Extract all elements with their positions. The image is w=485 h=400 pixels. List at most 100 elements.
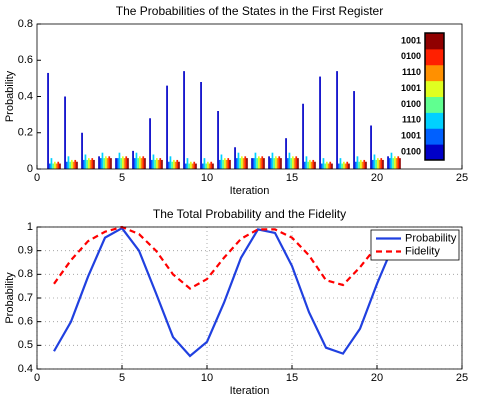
bar — [303, 161, 306, 169]
bar — [286, 158, 289, 169]
bar — [142, 156, 145, 169]
x-tick-label: 10 — [201, 172, 213, 184]
y-tick-label: 0.4 — [18, 90, 33, 102]
bar — [81, 132, 83, 169]
bar — [205, 163, 207, 169]
x-tick-label: 15 — [286, 372, 298, 384]
y-tick-label: 0.7 — [18, 292, 33, 304]
legend-box — [370, 229, 460, 261]
bar — [280, 158, 282, 169]
bar — [337, 163, 340, 169]
bar — [125, 156, 128, 169]
bar — [235, 158, 238, 169]
bar — [373, 154, 376, 169]
bar — [271, 152, 274, 169]
bar — [149, 118, 151, 169]
bar — [252, 158, 255, 169]
bar — [57, 161, 60, 169]
colorbar-segment — [425, 128, 444, 145]
bar — [76, 161, 78, 169]
bar — [399, 158, 401, 169]
bar — [101, 152, 104, 169]
bar — [139, 156, 141, 169]
bar — [273, 158, 275, 169]
bar — [132, 150, 134, 169]
colorbar-label: 0100 — [401, 146, 421, 156]
axes-frame — [36, 226, 463, 370]
bar — [275, 156, 277, 169]
bar — [356, 156, 359, 169]
bar — [343, 161, 345, 169]
colorbar-label: 1001 — [401, 35, 421, 45]
bar — [65, 161, 68, 169]
bar — [244, 156, 247, 169]
bar — [50, 158, 53, 169]
bar — [397, 156, 400, 169]
bar — [89, 159, 92, 169]
bar — [154, 159, 156, 169]
bar — [258, 156, 260, 169]
colorbar-label: 1001 — [401, 83, 421, 93]
bar — [116, 158, 119, 169]
bar — [314, 161, 316, 169]
colorbar-segment — [425, 96, 444, 113]
y-tick-label: 0.2 — [18, 127, 33, 139]
bar — [360, 159, 362, 169]
colorbar-segment — [425, 33, 444, 50]
bar — [361, 161, 364, 169]
bar — [269, 158, 272, 169]
colorbar-label: 0100 — [401, 99, 421, 109]
bar — [380, 158, 383, 169]
bar — [210, 161, 213, 169]
bar — [377, 158, 379, 169]
bar — [309, 159, 311, 169]
bar — [358, 161, 360, 169]
bar — [353, 91, 355, 169]
bar — [140, 158, 143, 169]
y-tick-label: 1 — [27, 221, 33, 233]
bar — [173, 159, 175, 169]
bar — [326, 161, 328, 169]
bar — [268, 156, 270, 169]
bar — [156, 158, 158, 169]
bar — [190, 161, 192, 169]
bar — [200, 82, 202, 169]
bar — [239, 158, 241, 169]
bar — [171, 161, 173, 169]
y-axis-label: Probability — [4, 70, 16, 122]
bar — [246, 158, 248, 169]
bar — [218, 159, 221, 169]
bar — [395, 158, 398, 169]
bar — [329, 161, 332, 169]
bar — [256, 158, 258, 169]
colorbar-label: 1110 — [402, 115, 421, 125]
bar — [324, 163, 326, 169]
bar — [159, 158, 162, 169]
bar — [144, 158, 146, 169]
y-tick-label: 0.6 — [18, 316, 33, 328]
bar — [254, 152, 257, 169]
bar — [193, 161, 196, 169]
colorbar-segment — [425, 112, 444, 129]
bar — [74, 159, 77, 169]
bar — [307, 161, 309, 169]
bar — [84, 154, 87, 169]
bar — [312, 159, 315, 169]
bar — [375, 159, 377, 169]
bar — [118, 152, 121, 169]
bar — [152, 154, 155, 169]
bar — [137, 158, 139, 169]
x-tick-label: 20 — [371, 372, 383, 384]
bar — [234, 147, 236, 169]
x-tick-label: 25 — [456, 372, 468, 384]
bar — [188, 163, 190, 169]
y-tick-label: 0 — [27, 163, 33, 175]
bar — [195, 163, 197, 169]
bar — [67, 156, 70, 169]
bar — [320, 163, 323, 169]
bar — [388, 158, 391, 169]
bar — [208, 163, 211, 169]
x-tick-label: 5 — [119, 172, 125, 184]
x-tick-label: 0 — [34, 372, 40, 384]
bar — [167, 161, 170, 169]
